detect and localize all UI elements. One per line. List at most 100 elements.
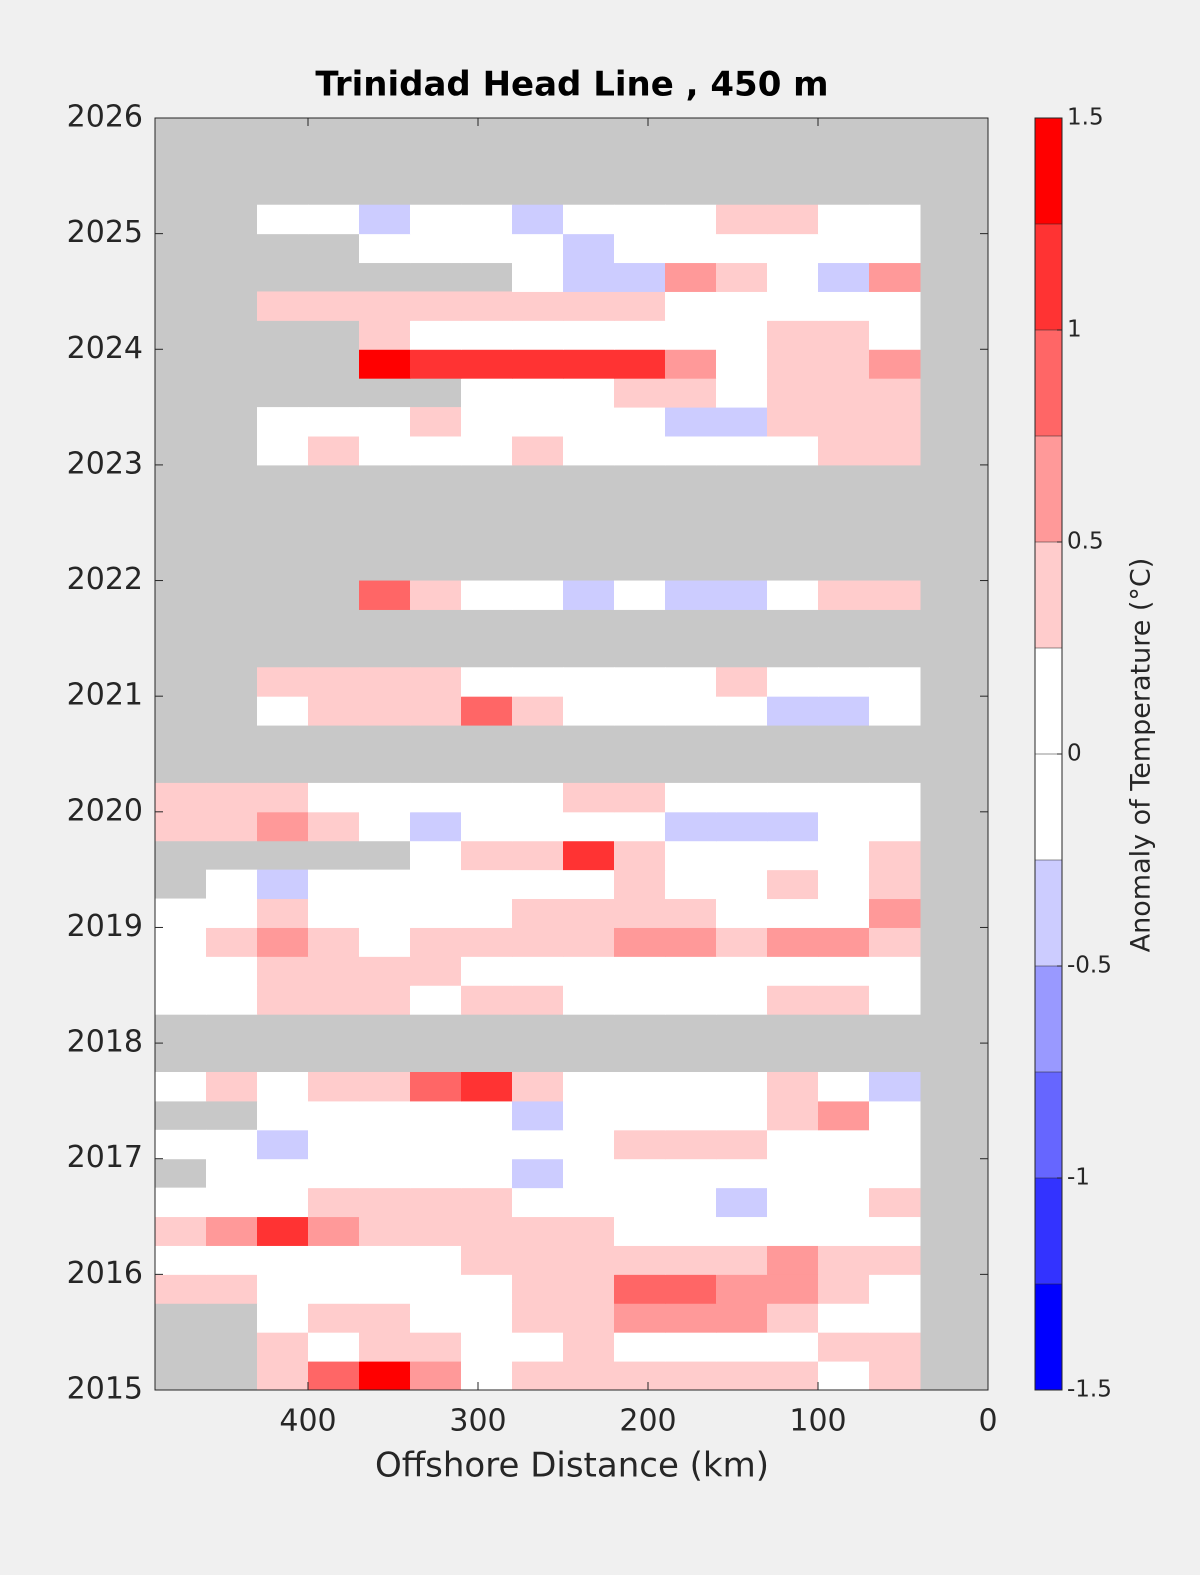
cell <box>869 985 921 1015</box>
cell <box>206 1129 258 1160</box>
cell <box>767 320 819 350</box>
cell <box>716 869 768 900</box>
cell <box>359 580 411 610</box>
cell <box>665 1361 717 1391</box>
cell <box>461 378 513 408</box>
y-tick-label: 2025 <box>67 215 143 250</box>
y-tick-label: 2026 <box>67 100 143 135</box>
cell <box>563 320 615 350</box>
cell <box>869 349 921 379</box>
cell <box>308 1332 360 1362</box>
cell <box>410 1187 462 1218</box>
cell <box>410 1216 462 1246</box>
cell <box>665 407 717 437</box>
cell <box>665 1072 717 1102</box>
cell <box>614 291 666 321</box>
cell <box>563 869 615 900</box>
cell <box>869 1187 921 1218</box>
cell <box>869 667 921 697</box>
cell <box>716 927 768 957</box>
cell <box>818 436 870 466</box>
cell <box>767 956 819 986</box>
cell <box>767 696 819 726</box>
colorbar-label: Anomaly of Temperature (°C) <box>1126 558 1157 953</box>
y-tick-label: 2018 <box>67 1025 143 1060</box>
cell <box>665 898 717 928</box>
cell <box>257 1303 309 1333</box>
cell <box>155 811 207 842</box>
cell <box>359 436 411 466</box>
cell <box>308 898 360 928</box>
cell <box>665 320 717 350</box>
cell <box>359 1332 411 1362</box>
cell <box>716 1303 768 1333</box>
cell <box>614 667 666 697</box>
colorbar-segment <box>1035 330 1062 436</box>
cell <box>359 233 411 264</box>
cell <box>461 811 513 842</box>
cell <box>614 1245 666 1275</box>
cell <box>461 1072 513 1102</box>
cell <box>869 233 921 264</box>
cell <box>767 1072 819 1102</box>
x-tick-label: 300 <box>449 1404 506 1439</box>
cell <box>716 1216 768 1246</box>
cell <box>767 1100 819 1131</box>
cell <box>818 985 870 1015</box>
cell <box>767 1187 819 1218</box>
cell <box>869 407 921 437</box>
cell <box>767 1216 819 1246</box>
cell <box>869 1303 921 1333</box>
cell <box>665 840 717 871</box>
cell <box>665 696 717 726</box>
cell <box>155 782 207 813</box>
cell <box>818 1216 870 1246</box>
cell <box>818 291 870 321</box>
cell <box>614 869 666 900</box>
cell <box>563 667 615 697</box>
cell <box>614 407 666 437</box>
colorbar-segment <box>1035 754 1062 860</box>
cell <box>359 985 411 1015</box>
cell <box>257 1274 309 1304</box>
cell <box>257 1187 309 1218</box>
cell <box>308 1072 360 1102</box>
cell <box>563 436 615 466</box>
cell <box>563 378 615 408</box>
cell <box>716 1245 768 1275</box>
colorbar-segment <box>1035 436 1062 542</box>
cell <box>461 927 513 957</box>
cell <box>614 1072 666 1102</box>
cell <box>869 840 921 871</box>
cell <box>410 1245 462 1275</box>
cell <box>410 407 462 437</box>
cell <box>614 927 666 957</box>
x-tick-label: 400 <box>279 1404 336 1439</box>
cell <box>716 262 768 292</box>
cell <box>716 349 768 379</box>
cell <box>563 1187 615 1218</box>
cell <box>563 927 615 957</box>
cell <box>308 869 360 900</box>
cell <box>308 985 360 1015</box>
cell <box>461 1129 513 1160</box>
cell <box>512 1332 564 1362</box>
cell <box>410 1072 462 1102</box>
cell <box>818 840 870 871</box>
cell <box>665 378 717 408</box>
cell <box>716 1274 768 1304</box>
cell <box>359 956 411 986</box>
cell <box>512 927 564 957</box>
cell <box>869 1158 921 1189</box>
cell <box>308 782 360 813</box>
cell <box>563 956 615 986</box>
y-tick-label: 2016 <box>67 1256 143 1291</box>
cell <box>563 1245 615 1275</box>
colorbar-segment <box>1035 1178 1062 1284</box>
cell <box>716 580 768 610</box>
cell <box>359 1072 411 1102</box>
cell <box>869 898 921 928</box>
cell <box>257 291 309 321</box>
cell <box>563 1158 615 1189</box>
cell <box>716 985 768 1015</box>
